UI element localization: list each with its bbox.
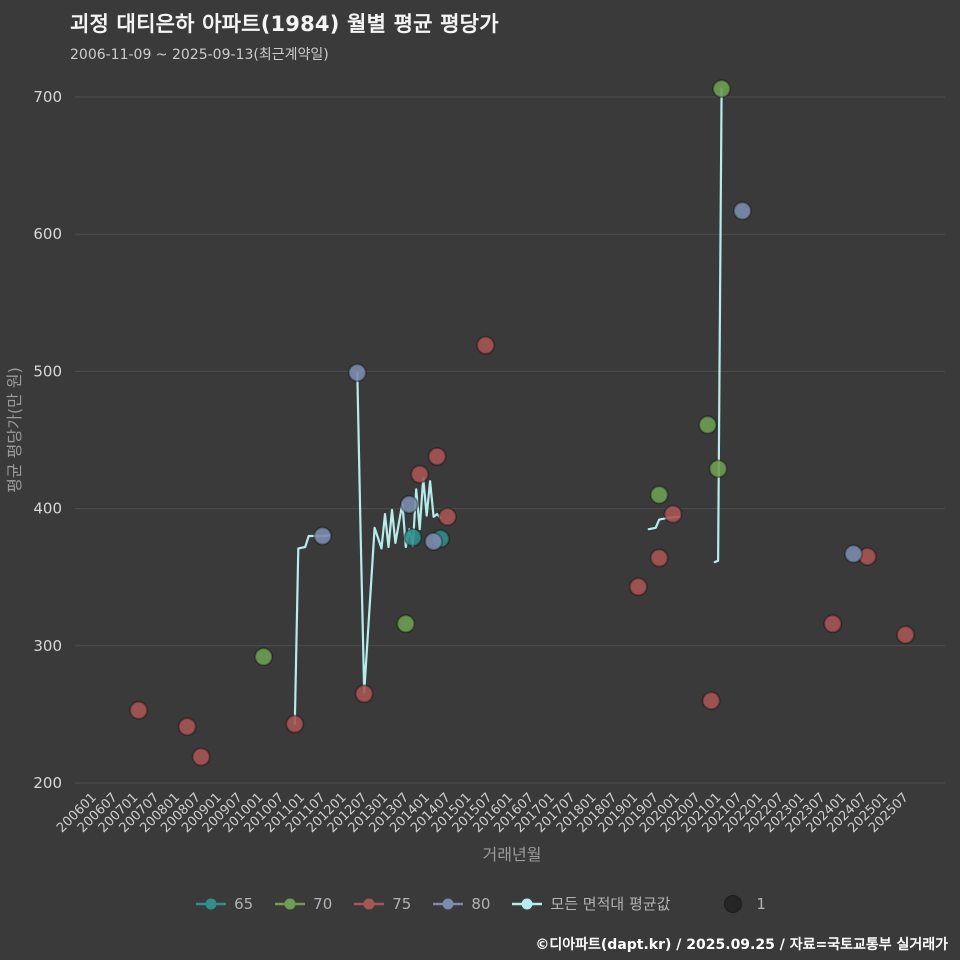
legend-item-75[interactable]: 75 [352,895,411,913]
avg-line-segment [356,371,442,694]
y-tick-label: 400 [33,500,62,518]
data-point-70[interactable] [254,647,274,667]
data-point-70[interactable] [396,614,416,634]
y-axis-label: 평균 평당가(만 원) [5,367,24,493]
data-point-80[interactable] [313,526,333,546]
legend-marker-icon [275,898,306,909]
data-point-65[interactable] [403,527,423,547]
page-title: 괴정 대티은하 아파트(1984) 월별 평균 평당가 [70,12,499,36]
legend-marker-icon [433,898,464,909]
y-tick-label: 600 [33,225,62,243]
legend-label: 모든 면적대 평균값 [550,895,671,913]
legend-marker-icon [196,898,227,909]
data-point-75[interactable] [476,335,496,355]
avg-line-segment [293,533,331,726]
data-point-75[interactable] [896,625,915,645]
data-point-75[interactable] [285,714,305,734]
data-point-70[interactable] [712,79,732,99]
y-tick-label: 300 [33,637,62,655]
footer-credit: ©디아파트(dapt.kr) / 2025.09.25 / 자료=국토교통부 실… [535,937,948,953]
data-point-75[interactable] [663,504,683,524]
data-point-75[interactable] [649,548,669,568]
data-point-70[interactable] [708,459,728,479]
data-point-75[interactable] [438,507,457,527]
data-point-75[interactable] [129,700,149,720]
chart-legend: 65 70 75 80 모든 면적대 평균값 1 [0,893,960,914]
data-point-75[interactable] [701,691,721,711]
data-point-70[interactable] [698,415,718,435]
legend-marker-icon [724,894,743,913]
legend-item-70[interactable]: 70 [273,895,332,913]
legend-label: 75 [392,894,412,913]
data-point-75[interactable] [410,464,430,484]
legend-label: 70 [313,894,333,913]
legend-item-65[interactable]: 65 [194,895,253,913]
date-range: 2006-11-09 ~ 2025-09-13(최근계약일) [70,47,329,63]
avg-line-segment [713,87,723,564]
data-point-75[interactable] [427,447,447,466]
legend-label: 1 [756,894,766,913]
data-point-70[interactable] [649,485,669,505]
data-point-75[interactable] [354,684,374,704]
data-point-80[interactable] [844,544,863,564]
data-point-80[interactable] [347,363,367,383]
legend-item-80[interactable]: 80 [431,895,490,913]
data-point-80[interactable] [399,495,419,514]
data-point-75[interactable] [823,614,843,634]
data-point-75[interactable] [177,717,197,737]
legend-label: 80 [471,894,491,913]
legend-label: 65 [234,894,254,913]
data-point-75[interactable] [191,747,211,767]
y-tick-label: 700 [33,88,62,106]
y-tick-label: 200 [33,774,62,792]
data-point-80[interactable] [732,201,752,221]
legend-item-모든 면적대 평균값[interactable]: 모든 면적대 평균값 [510,893,670,914]
data-point-80[interactable] [424,532,444,551]
data-point-75[interactable] [628,577,648,597]
legend-marker-icon [354,898,385,909]
x-axis-label: 거래년월 [483,845,542,864]
legend-item-1[interactable]: 1 [716,894,766,913]
y-tick-label: 500 [33,362,62,380]
legend-marker-icon [512,898,543,909]
chart-header: 괴정 대티은하 아파트(1984) 월별 평균 평당가 2006-11-09 ~… [70,8,499,64]
